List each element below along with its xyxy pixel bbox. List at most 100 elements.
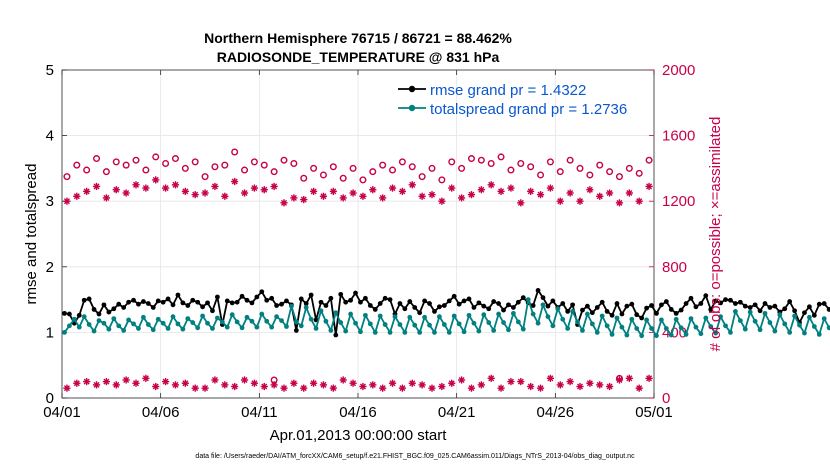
- possible-marker: [339, 174, 347, 182]
- assimilated-marker: [329, 187, 337, 195]
- assimilated-marker: [63, 197, 71, 205]
- x-tick-label: 04/21: [438, 404, 476, 421]
- possible-marker: [379, 161, 387, 169]
- assimilated-marker: [606, 382, 614, 391]
- rmse-point: [367, 303, 373, 308]
- assimilated-marker: [142, 184, 150, 192]
- rmse-point: [624, 303, 630, 309]
- rmse-point: [160, 299, 166, 305]
- rmse-point: [259, 289, 265, 295]
- totalspread-point: [446, 330, 452, 335]
- totalspread-point: [76, 324, 82, 330]
- totalspread-point: [165, 326, 171, 331]
- rmse-point: [303, 301, 309, 306]
- rmse-point: [279, 301, 284, 307]
- totalspread-point: [155, 316, 161, 322]
- possible-marker: [546, 158, 554, 166]
- assimilated-marker: [487, 181, 495, 189]
- totalspread-point: [185, 316, 191, 322]
- totalspread-point: [71, 316, 77, 322]
- totalspread-point: [116, 323, 122, 329]
- rmse-point: [412, 305, 418, 310]
- assimilated-marker: [576, 382, 584, 391]
- assimilated-marker: [310, 187, 318, 195]
- rmse-point: [215, 294, 220, 300]
- assimilated-marker: [339, 376, 347, 384]
- totalspread-point: [249, 318, 255, 324]
- rmse-point: [328, 295, 334, 301]
- grid: [62, 70, 654, 398]
- rmse-point: [254, 294, 260, 300]
- rmse-point: [126, 299, 131, 305]
- rmse-point: [792, 308, 797, 314]
- rmse-point: [269, 295, 275, 301]
- rmse-point: [821, 301, 827, 306]
- totalspread-point: [229, 312, 235, 318]
- assimilated-marker: [221, 381, 229, 389]
- rmse-point: [752, 302, 758, 308]
- totalspread-point: [338, 320, 344, 325]
- totalspread-point: [629, 316, 635, 322]
- rmse-point: [136, 301, 141, 307]
- rmse-point: [116, 301, 122, 307]
- data-file-footnote: data file: /Users/raeder/DAI/ATM_forcXX/…: [195, 453, 635, 460]
- rmse-point: [244, 297, 250, 303]
- x-axis-label: Apr.01,2013 00:00:00 start: [270, 427, 448, 444]
- totalspread-point: [353, 320, 358, 326]
- assimilated-marker: [606, 189, 614, 197]
- possible-marker: [310, 164, 318, 172]
- totalspread-point: [555, 306, 561, 312]
- totalspread-point: [333, 310, 339, 316]
- y-left-tick-label: 4: [46, 128, 54, 145]
- totalspread-point: [407, 314, 413, 320]
- totalspread-point: [441, 322, 447, 327]
- y-right-axis-label: # of obs: o=possible; ×=assimilated: [707, 117, 724, 352]
- assimilated-marker: [556, 381, 564, 389]
- totalspread-point: [402, 330, 408, 335]
- rmse-point: [372, 307, 378, 312]
- totalspread-point: [624, 332, 630, 338]
- totalspread-point: [422, 314, 427, 320]
- totalspread-point: [604, 323, 610, 329]
- totalspread-point: [363, 312, 368, 318]
- rmse-point: [437, 304, 442, 310]
- assimilated-marker: [319, 381, 328, 389]
- totalspread-point: [530, 311, 536, 317]
- rmse-point: [150, 305, 156, 310]
- assimilated-marker: [536, 384, 545, 392]
- assimilated-marker: [418, 381, 426, 389]
- assimilated-marker: [359, 192, 367, 200]
- rmse-point: [111, 306, 117, 312]
- possible-marker: [132, 156, 140, 164]
- totalspread-point: [491, 328, 497, 333]
- assimilated-marker: [240, 189, 249, 197]
- totalspread-point: [367, 321, 373, 327]
- totalspread-point: [308, 316, 314, 322]
- totalspread-point: [545, 314, 551, 320]
- rmse-point: [353, 290, 358, 296]
- rmse-point: [550, 298, 556, 304]
- rmse-point: [348, 297, 353, 303]
- possible-marker: [527, 163, 535, 171]
- totalspread-point: [792, 313, 797, 319]
- assimilated-marker: [359, 382, 367, 391]
- y-right-tick-label: 800: [662, 259, 687, 276]
- rmse-point: [96, 311, 102, 317]
- totalspread-point: [639, 333, 645, 339]
- totalspread-point: [234, 319, 240, 325]
- assimilated-marker: [388, 184, 397, 192]
- assimilated-marker: [191, 191, 199, 199]
- rmse-point: [619, 311, 625, 317]
- assimilated-marker: [586, 379, 594, 387]
- rmse-point: [545, 303, 551, 309]
- assimilated-marker: [102, 194, 110, 202]
- possible-marker: [389, 166, 397, 174]
- rmse-point: [293, 328, 299, 333]
- assimilated-marker: [260, 186, 268, 194]
- totalspread-point: [106, 326, 112, 332]
- possible-marker: [63, 173, 71, 181]
- assimilated-marker: [132, 379, 140, 387]
- rmse-point: [520, 295, 526, 301]
- totalspread-point: [585, 311, 590, 317]
- rmse-point: [298, 296, 304, 302]
